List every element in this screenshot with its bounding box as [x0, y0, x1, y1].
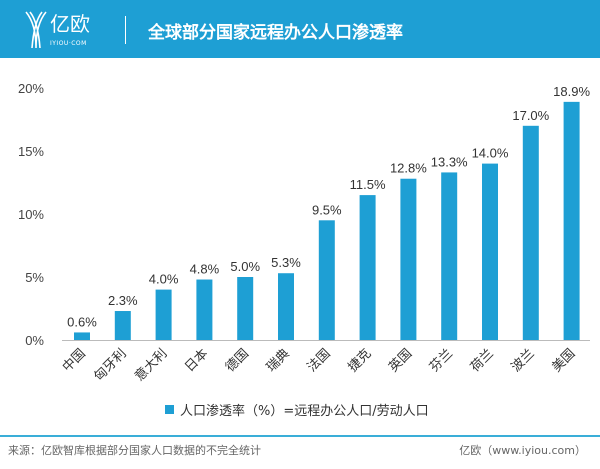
divider-line [0, 435, 600, 437]
data-label: 12.8% [390, 161, 427, 176]
x-tick-label: 荷兰 [467, 346, 496, 375]
y-tick-label: 15% [18, 144, 44, 159]
x-tick-label: 捷克 [345, 346, 374, 375]
x-tick-label: 意大利 [132, 346, 170, 384]
bar [278, 273, 294, 340]
bar [74, 332, 90, 340]
data-label: 5.3% [271, 255, 301, 270]
bar [318, 220, 335, 340]
bar [114, 311, 131, 340]
header: 亿欧 IYIOU·COM 全球部分国家远程办公人口渗透率 [0, 0, 600, 58]
credit: 亿欧（www.iyiou.com） [459, 444, 586, 457]
logo-subtext: IYIOU·COM [50, 40, 87, 47]
source-note: 来源：亿欧智库根据部分国家人口数据的不完全统计 [8, 444, 261, 457]
bar [482, 163, 498, 340]
y-tick-label: 0% [25, 333, 44, 348]
y-tick-label: 10% [18, 207, 44, 222]
data-label: 14.0% [472, 146, 509, 161]
legend: 人口渗透率（%）=远程办公人口/劳动人口 [165, 400, 429, 419]
divider [125, 16, 126, 44]
data-label: 0.6% [67, 314, 97, 329]
x-tick-label: 波兰 [508, 346, 537, 375]
legend-swatch [165, 405, 174, 414]
bar [563, 101, 580, 340]
page-title: 全球部分国家远程办公人口渗透率 [148, 23, 403, 43]
bar [522, 125, 539, 340]
data-label: 18.9% [553, 84, 590, 99]
x-tick-label: 匈牙利 [91, 346, 129, 384]
legend-label: 人口渗透率（%）=远程办公人口/劳动人口 [180, 404, 429, 419]
bar [196, 279, 213, 340]
data-label: 17.0% [512, 108, 549, 123]
x-tick-label: 德国 [222, 346, 251, 375]
data-label: 13.3% [431, 154, 468, 169]
data-label: 4.0% [149, 272, 179, 287]
bar [441, 172, 458, 340]
x-tick-label: 中国 [59, 346, 88, 375]
bar [359, 195, 376, 340]
bar [155, 289, 172, 340]
logo-text: 亿欧 [50, 12, 90, 36]
y-tick-label: 5% [25, 270, 44, 285]
y-tick-label: 20% [18, 81, 44, 96]
bar [237, 277, 254, 340]
x-tick-label: 芬兰 [426, 346, 455, 375]
x-tick-label: 瑞典 [263, 346, 292, 375]
bar-chart: 0% 5% 10% 15% 20% 0.6% 中国 2.3% 匈牙利 4.0% 意大利 4.8% 日本 5… [18, 81, 590, 384]
data-label: 5.0% [230, 259, 260, 274]
x-tick-label: 英国 [386, 346, 415, 375]
logo-icon [25, 11, 47, 49]
x-tick-label: 美国 [549, 346, 578, 375]
data-label: 11.5% [350, 177, 386, 192]
data-label: 2.3% [108, 293, 138, 308]
x-tick-label: 法国 [304, 346, 333, 375]
data-label: 4.8% [190, 262, 220, 277]
x-tick-label: 日本 [182, 346, 211, 375]
data-label: 9.5% [312, 202, 342, 217]
bar [400, 178, 417, 340]
